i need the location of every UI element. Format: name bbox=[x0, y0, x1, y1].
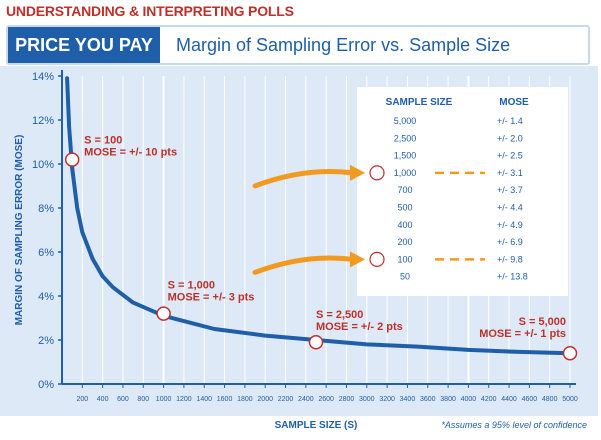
annotation-marker bbox=[562, 345, 578, 361]
x-tick-label: 3600 bbox=[420, 396, 436, 403]
x-tick-label: 5000 bbox=[562, 396, 578, 403]
x-tick-label: 4000 bbox=[461, 396, 477, 403]
table-sample-cell: 50 bbox=[400, 272, 410, 282]
table-sample-cell: 1,000 bbox=[394, 168, 417, 178]
x-tick-label: 2600 bbox=[318, 396, 334, 403]
x-tick-label: 4800 bbox=[542, 396, 558, 403]
x-tick-label: 4200 bbox=[481, 396, 497, 403]
pointer-arrow-shaft bbox=[252, 255, 356, 275]
annotation-label: MOSE = +/- 3 pts bbox=[168, 292, 255, 304]
annotation-label: MOSE = +/- 10 pts bbox=[84, 147, 177, 159]
table-mose-cell: +/- 2.5 bbox=[497, 151, 523, 161]
annotation-label: MOSE = +/- 1 pts bbox=[479, 328, 566, 340]
x-tick-label: 3800 bbox=[440, 396, 456, 403]
x-tick-label: 2800 bbox=[339, 396, 355, 403]
y-tick-label: 12% bbox=[32, 115, 54, 127]
x-tick-label: 2400 bbox=[298, 396, 314, 403]
table-box bbox=[357, 87, 568, 296]
table-header-sample: SAMPLE SIZE bbox=[386, 97, 453, 108]
table-mose-cell: +/- 3.7 bbox=[497, 185, 523, 195]
x-tick-label: 1000 bbox=[156, 396, 172, 403]
x-tick-label: 1800 bbox=[237, 396, 253, 403]
x-tick-label: 3000 bbox=[359, 396, 375, 403]
footnote: *Assumes a 95% level of confidence bbox=[441, 420, 587, 430]
title-tag: PRICE YOU PAY bbox=[8, 27, 160, 63]
x-tick-label: 2200 bbox=[278, 396, 294, 403]
x-tick-label: 1200 bbox=[176, 396, 192, 403]
x-tick-label: 200 bbox=[76, 396, 88, 403]
x-tick-label: 1600 bbox=[217, 396, 233, 403]
x-tick-label: 3200 bbox=[379, 396, 395, 403]
series-title: UNDERSTANDING & INTERPRETING POLLS bbox=[6, 3, 294, 19]
table-sample-cell: 5,000 bbox=[394, 116, 417, 126]
y-tick-label: 0% bbox=[38, 379, 54, 391]
mose-curve bbox=[65, 76, 572, 356]
annotation-label: S = 100 bbox=[84, 135, 122, 147]
annotation-label: MOSE = +/- 2 pts bbox=[316, 321, 403, 333]
table-sample-cell: 100 bbox=[397, 254, 412, 264]
table-mose-cell: +/- 1.4 bbox=[497, 116, 523, 126]
table-row-highlight bbox=[369, 165, 385, 181]
y-axis-label: MARGIN OF SAMPLING ERROR (MOSE) bbox=[14, 135, 25, 326]
title-bar: PRICE YOU PAY Margin of Sampling Error v… bbox=[6, 25, 590, 65]
table-sample-cell: 200 bbox=[397, 237, 412, 247]
x-tick-label: 1400 bbox=[196, 396, 212, 403]
pointer-arrow-shaft bbox=[252, 168, 356, 189]
x-tick-label: 4400 bbox=[501, 396, 517, 403]
table-mose-cell: +/- 4.4 bbox=[497, 203, 523, 213]
table-mose-cell: +/- 6.9 bbox=[497, 237, 523, 247]
x-tick-label: 400 bbox=[97, 396, 109, 403]
y-tick-label: 10% bbox=[32, 159, 54, 171]
y-tick-label: 4% bbox=[38, 291, 54, 303]
x-axis-label: SAMPLE SIZE (S) bbox=[275, 420, 358, 431]
x-tick-label: 4600 bbox=[522, 396, 538, 403]
y-tick-label: 6% bbox=[38, 247, 54, 259]
table-sample-cell: 1,500 bbox=[394, 151, 417, 161]
pointer-arrow-head bbox=[350, 164, 365, 181]
x-tick-label: 2000 bbox=[257, 396, 273, 403]
table-sample-cell: 700 bbox=[397, 185, 412, 195]
y-tick-label: 2% bbox=[38, 335, 54, 347]
table-mose-cell: +/- 3.1 bbox=[497, 168, 523, 178]
annotation-marker bbox=[64, 152, 80, 167]
table-mose-cell: +/- 13.8 bbox=[497, 272, 528, 282]
y-tick-label: 14% bbox=[32, 71, 54, 83]
table-header-mose: MOSE bbox=[499, 97, 529, 108]
table-sample-cell: 2,500 bbox=[394, 133, 417, 143]
table-row-highlight bbox=[369, 251, 385, 267]
annotation-label: S = 1,000 bbox=[168, 280, 215, 292]
x-tick-label: 600 bbox=[117, 396, 129, 403]
pointer-arrow-head bbox=[350, 251, 365, 268]
table-sample-cell: 500 bbox=[397, 203, 412, 213]
chart-title: Margin of Sampling Error vs. Sample Size bbox=[176, 35, 511, 55]
table-mose-cell: +/- 4.9 bbox=[497, 220, 523, 230]
annotation-marker bbox=[308, 334, 324, 350]
annotation-label: S = 2,500 bbox=[316, 309, 363, 321]
annotation-marker bbox=[156, 306, 171, 321]
table-mose-cell: +/- 9.8 bbox=[497, 254, 523, 264]
table-mose-cell: +/- 2.0 bbox=[497, 133, 523, 143]
y-tick-label: 8% bbox=[38, 203, 54, 215]
table-sample-cell: 400 bbox=[397, 220, 412, 230]
x-tick-label: 800 bbox=[137, 396, 149, 403]
x-tick-label: 3400 bbox=[400, 396, 416, 403]
annotation-label: S = 5,000 bbox=[519, 316, 566, 328]
